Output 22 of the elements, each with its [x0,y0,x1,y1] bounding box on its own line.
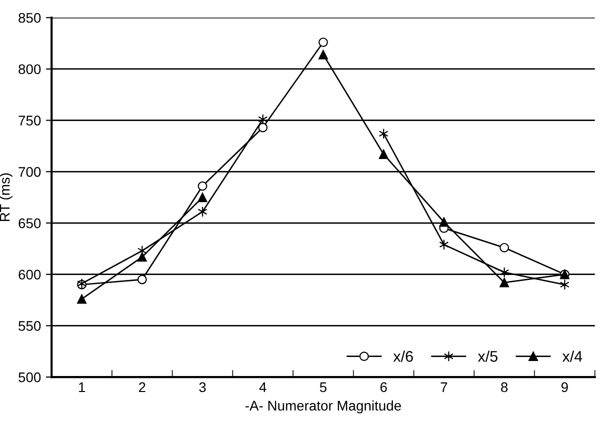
x-tick-label: 7 [440,382,448,392]
x-tick-label: 3 [199,382,206,392]
x-tick-label: 6 [380,382,387,392]
y-tick-label: 750 [18,116,41,126]
x-tick-label: 2 [138,382,146,392]
x-axis-title: -A- Numerator Magnitude [246,400,401,414]
y-tick-label: 600 [18,270,41,280]
x-tick-label: 1 [78,382,85,392]
legend-label: x/4 [562,350,582,362]
y-tick-label: 550 [18,321,41,331]
x-tick-label: 5 [320,382,327,392]
x-tick-label: 8 [501,382,508,392]
y-tick-label: 500 [18,372,41,382]
x-tick-label: 4 [259,382,266,392]
legend-label: x/6 [393,350,413,362]
y-tick-label: 850 [18,12,41,23]
legend-label: x/5 [478,350,498,362]
x-tick-label: 9 [561,382,568,392]
y-tick-label: 650 [18,218,41,228]
y-axis-title: RT (ms) [0,173,12,222]
y-tick-label: 700 [18,167,41,177]
y-tick-label: 800 [18,64,41,74]
